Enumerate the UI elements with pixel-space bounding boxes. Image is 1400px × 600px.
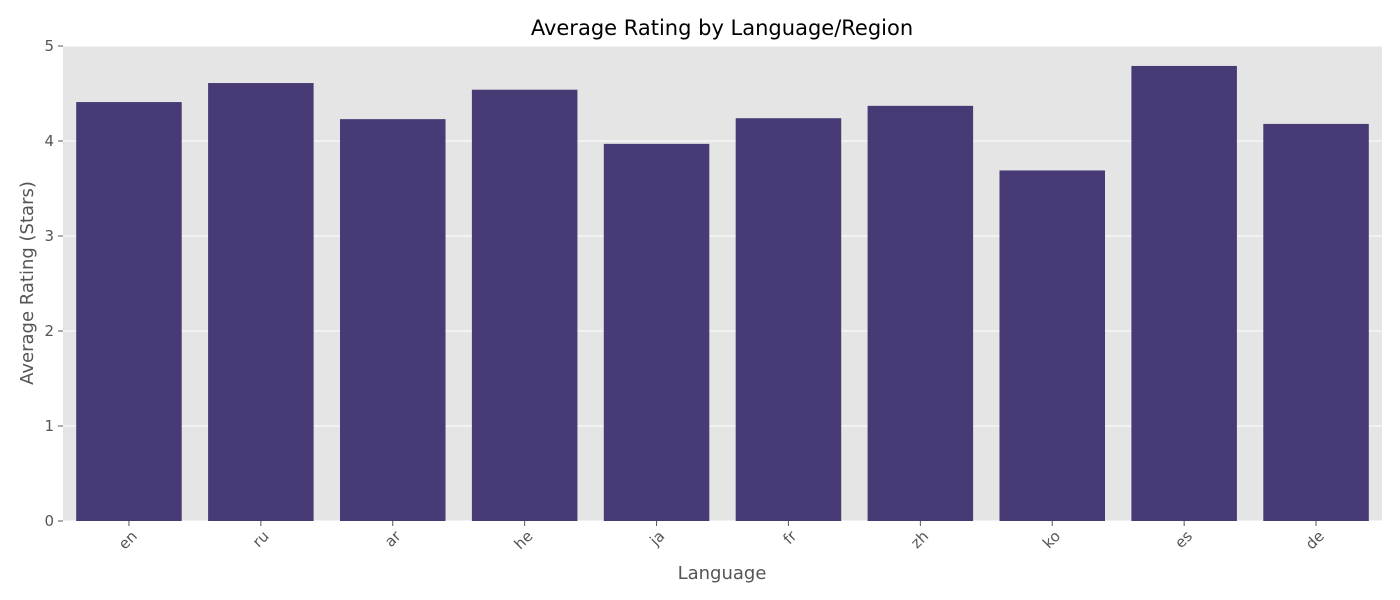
bar-de [1263,123,1369,522]
bar-ar [339,119,446,522]
x-tick-label-es: es [1171,527,1196,552]
bar-ru [208,83,314,522]
y-tick-label: 2 [44,322,54,340]
bar-ja [603,143,710,521]
x-tick-label-ru: ru [249,527,273,551]
x-axis-ticks: en ru ar he ja fr zh ko es de [115,521,1328,553]
x-tick-label-ko: ko [1039,527,1064,552]
bars [76,65,1369,522]
bar-es [1131,65,1237,521]
bar-he [471,89,578,521]
x-tick-label-he: he [510,527,536,553]
y-tick-label: 3 [44,227,54,245]
x-tick-label-fr: fr [779,527,800,548]
y-tick-label: 1 [44,417,54,435]
x-tick-label-ar: ar [381,527,405,551]
bar-en [76,102,182,522]
bar-ko [999,170,1106,521]
x-tick-label-en: en [115,527,141,553]
y-tick-label: 5 [44,37,54,55]
x-axis-label: Language [678,563,767,584]
x-tick-label-zh: zh [907,527,932,552]
bar-zh [867,105,974,521]
y-axis-label: Average Rating (Stars) [17,181,38,385]
bar-fr [735,118,842,521]
chart-title: Average Rating by Language/Region [531,16,913,40]
y-axis-ticks: 0 1 2 3 4 5 [44,37,63,530]
x-tick-label-de: de [1302,527,1328,553]
y-tick-label: 0 [44,512,54,530]
y-tick-label: 4 [44,132,54,150]
x-tick-label-ja: ja [645,527,668,550]
